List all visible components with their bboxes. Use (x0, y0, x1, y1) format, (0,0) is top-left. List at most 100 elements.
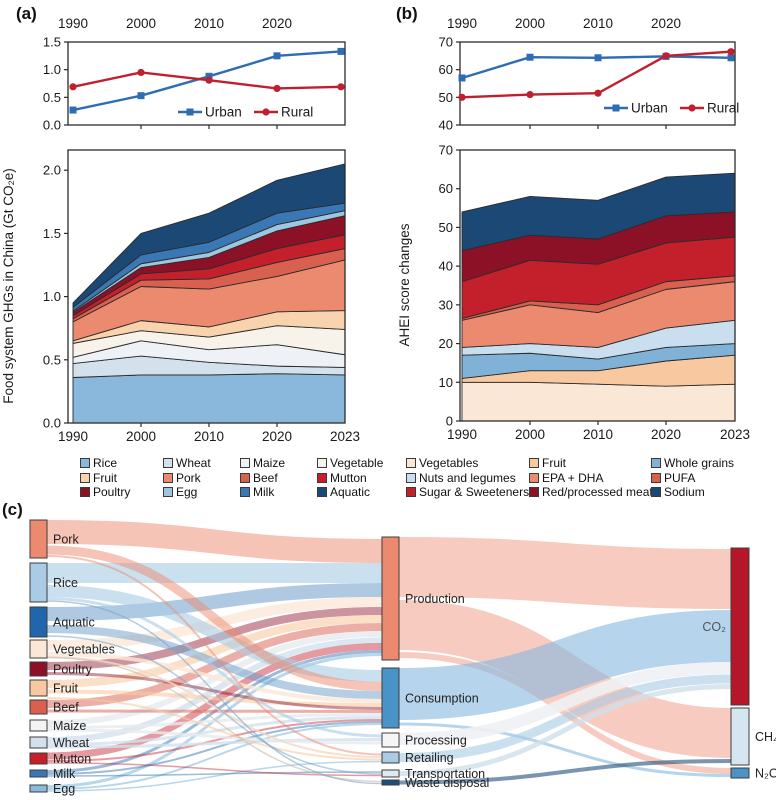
sankey-node-production (381, 536, 400, 661)
legend-item-epa-dha: EPA + DHA (529, 471, 651, 486)
legend-item-sodium: Sodium (651, 485, 776, 500)
legend-label: Sugar & Sweeteners (419, 485, 530, 499)
sankey-node-poultry (29, 661, 48, 677)
inline-legend-label: Urban (205, 105, 242, 120)
sankey-link-maize-to-processing (46, 728, 383, 745)
sankey-node-consumption (381, 667, 400, 729)
top-axis-year-label: 2020 (651, 16, 681, 31)
y-tick-label: 50 (439, 90, 453, 105)
x-tick-label: 2010 (194, 429, 224, 444)
sankey-node-label-co2: CO₂ (702, 620, 726, 634)
area-layer-rice (72, 373, 346, 424)
sankey-links (46, 520, 732, 792)
legend-swatch (651, 458, 661, 469)
legend-swatch (406, 487, 416, 498)
legend-item-maize: Maize (240, 456, 317, 471)
sankey-node-label-processing: Processing (405, 734, 467, 748)
sankey-node-label-waste: Waste disposal (405, 776, 489, 790)
sankey-node-rice (29, 562, 48, 603)
sankey-link-egg-to-retailing (46, 760, 383, 792)
legend-label: Sodium (664, 485, 705, 499)
sankey-link-mutton-to-production (46, 643, 383, 760)
sankey-link-vegetables-to-consumption (46, 652, 383, 703)
sankey-link-rice-to-processing (46, 597, 383, 738)
y-tick-label: 70 (439, 143, 453, 158)
panel-c-label: (c) (2, 500, 23, 519)
sankey-node-mutton (29, 752, 48, 765)
sankey-node-waste (381, 779, 400, 786)
legend-swatch (80, 472, 90, 483)
y-tick-label: 20 (439, 336, 453, 351)
y-tick-label: 70 (439, 35, 453, 50)
sankey-node-label-wheat: Wheat (53, 736, 90, 750)
a-area-stacked-area-chart: 0.0 0.5 1.0 1.5 2.0 1990 2000 2010 2020 2023 Food … (1, 149, 360, 444)
x-tick-label: 2023 (330, 429, 360, 444)
sankey-link-wheat-to-production (46, 637, 383, 743)
sankey-node-maize (29, 719, 48, 732)
sankey-node-label-milk: Milk (53, 767, 76, 781)
y-tick-label: 0.5 (43, 90, 61, 105)
sankey-node-label-consumption: Consumption (405, 692, 479, 706)
sankey-node-label-retailing: Retailing (405, 751, 454, 765)
sankey-node-ch4 (730, 707, 750, 766)
urban-series (458, 52, 735, 82)
y-tick-label: 1.5 (43, 35, 61, 50)
sankey-link-wheat-to-processing (46, 738, 383, 749)
x-tick-label: 2020 (262, 429, 292, 444)
legend-item-fruit: Fruit (529, 456, 651, 471)
sankey-link-aquatic-to-consumption (46, 625, 383, 699)
inline-legend-label: Rural (281, 105, 313, 120)
legend-label: Red/processed meat (542, 485, 653, 499)
sankey-link-production-to-n2o (398, 652, 732, 774)
legend-swatch (651, 487, 661, 498)
sankey-link-pork-to-consumption (46, 545, 383, 691)
top-axis-year-label: 1990 (447, 16, 477, 31)
legend-label: Aquatic (330, 485, 371, 499)
sankey-node-co2 (730, 547, 750, 706)
y-tick-label: 40 (439, 118, 453, 133)
legend-item-vegetable: Vegetable (317, 456, 412, 471)
legend-label: Wheat (176, 456, 211, 470)
legend-label: Egg (176, 485, 198, 499)
panel-b-legend: Vegetables Fruit Whole grains Nuts and legu… (406, 456, 776, 500)
legend-item-beef: Beef (240, 471, 317, 486)
legend-swatch (406, 458, 416, 469)
sankey-node-label-poultry: Poultry (53, 663, 93, 677)
y-tick-label: 1.0 (43, 289, 61, 304)
sankey-node-vegetables (29, 639, 48, 659)
legend-swatch (406, 472, 416, 483)
panel-a-legend: Rice Wheat Maize Vegetable Fruit Pork Beef Mutt… (80, 456, 412, 500)
sankey-link-rice-to-waste (46, 600, 383, 785)
x-tick-label: 1990 (447, 427, 477, 442)
panel-a-charts: 1990 2000 2010 2020 0.0 0.5 1.0 1.5 Urban Rural 0.… (1, 16, 360, 444)
y-tick-label: 0.0 (43, 416, 61, 431)
sankey-link-aquatic-to-transportation (46, 635, 383, 775)
legend-label: Vegetable (330, 456, 384, 470)
sankey-link-milk-to-consumption (46, 721, 383, 775)
sankey-node-label-aquatic: Aquatic (53, 616, 95, 630)
sankey-link-fruit-to-retailing (46, 697, 383, 761)
sankey-node-wheat (29, 736, 48, 749)
sankey-node-milk (29, 769, 48, 778)
legend-label: Milk (253, 485, 275, 499)
x-tick-label: 2000 (515, 427, 545, 442)
sankey-link-milk-to-transportation (46, 771, 383, 777)
legend-label: Whole grains (664, 456, 735, 470)
y-tick-label: 1.5 (43, 226, 61, 241)
sankey-node-label-maize: Maize (53, 719, 86, 733)
legend-item-poultry: Poultry (80, 485, 163, 500)
sankey-node-label-pork: Pork (53, 533, 79, 547)
b-top-line-chart: 1990 2000 2010 2020 40 50 60 70 Urban Rural (439, 16, 740, 133)
x-tick-label: 2023 (720, 427, 750, 442)
x-tick-label: 2010 (583, 427, 613, 442)
top-axis-year-label: 1990 (58, 16, 88, 31)
top-axis-year-label: 2010 (194, 16, 224, 31)
legend-swatch (80, 458, 90, 469)
legend-swatch (163, 472, 173, 483)
sankey-node-egg (29, 784, 48, 793)
sankey: Pork Rice Aquatic Vegetables Poultry Fruit Bee… (29, 519, 776, 796)
sankey-link-fruit-to-production (46, 615, 383, 688)
y-tick-label: 0.0 (43, 118, 61, 133)
legend-item-rice: Rice (80, 456, 163, 471)
